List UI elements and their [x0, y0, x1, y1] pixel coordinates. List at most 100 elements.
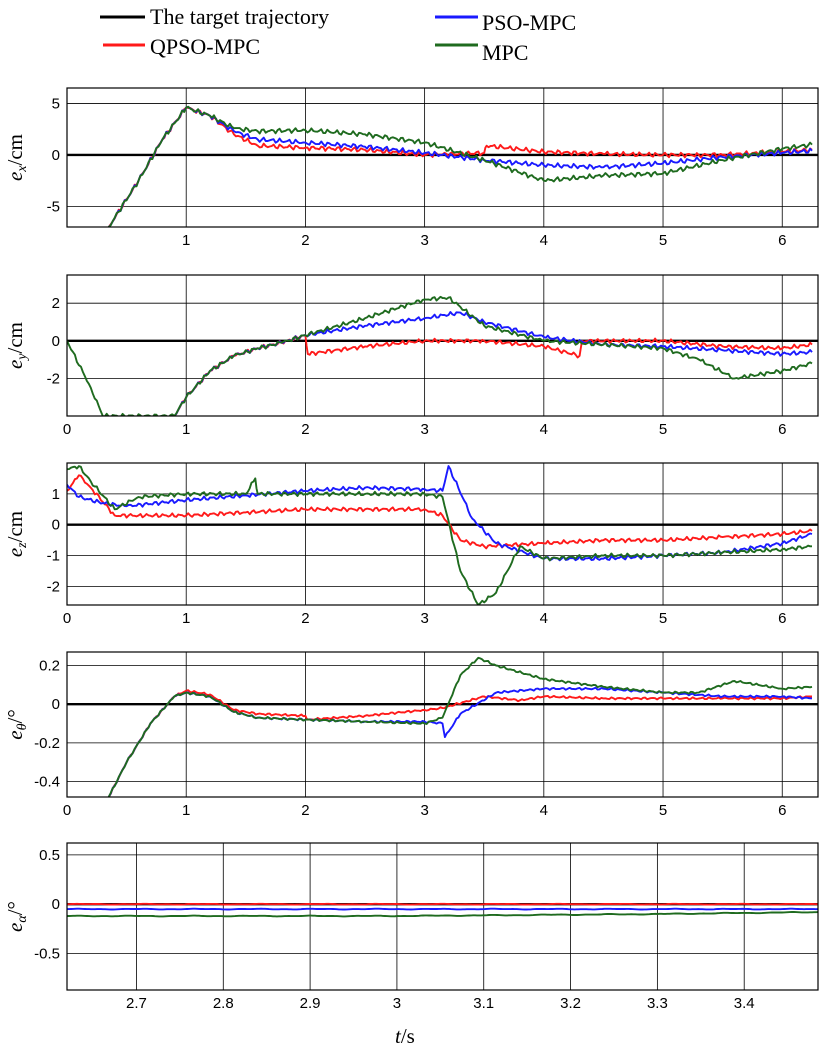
- y-axis-label-subscript: x: [15, 165, 30, 173]
- legend-label-mpc: MPC: [482, 40, 528, 65]
- legend-label-qpso: QPSO-MPC: [150, 34, 260, 59]
- x-tick-label: 1: [182, 610, 190, 627]
- y-tick-label: 0.2: [39, 658, 60, 675]
- legend-label-target: The target trajectory: [150, 4, 329, 29]
- series-line-qpso-mpc: [67, 474, 813, 550]
- x-tick-label: 0: [63, 802, 71, 819]
- y-tick-label: 1: [52, 486, 60, 503]
- x-tick-label: 4: [540, 232, 548, 249]
- y-axis-label-unit: /cm: [3, 511, 27, 543]
- y-axis-label: eα/°: [3, 901, 30, 932]
- series-line-mpc: [67, 911, 818, 918]
- y-tick-label: 0: [52, 896, 60, 913]
- panel-5: 2.7 2.8 2.9 3 3.1 3.2 3.3 3.4 -0.5 0 0.5 eα/°: [3, 842, 819, 1012]
- series-group: [67, 902, 818, 918]
- y-tick-label: -2: [47, 578, 60, 595]
- panel-3: 0 1 2 3 4 5 6 -2 -1 0 1 ez/cm: [3, 462, 819, 627]
- x-tick-label: 1: [182, 421, 190, 438]
- x-tick-label: 2: [301, 421, 309, 438]
- legend-entry-target: The target trajectory: [100, 4, 329, 29]
- y-tick-label: -0.5: [34, 945, 60, 962]
- x-tick-label: 3.3: [647, 995, 668, 1012]
- x-tick-label: 2.7: [126, 995, 147, 1012]
- series-line-qpso-mpc: [173, 334, 813, 416]
- legend-entry-mpc: MPC: [435, 40, 528, 65]
- x-tick-label: 1: [182, 802, 190, 819]
- y-axis-label: ey/cm: [3, 322, 30, 369]
- y-axis-label-symbol: e: [3, 730, 27, 739]
- series-group: [67, 295, 818, 416]
- y-axis-label-subscript: y: [15, 353, 30, 362]
- series-line-qpso-mpc: [107, 689, 813, 797]
- y-tick-label: -5: [47, 198, 60, 215]
- series-line-mpc: [107, 656, 813, 797]
- y-tick-label: -1: [47, 548, 60, 565]
- y-tick-label: -0.2: [34, 735, 60, 752]
- legend-entry-qpso: QPSO-MPC: [103, 34, 260, 59]
- y-tick-label: 0.5: [39, 847, 60, 864]
- y-axis-label: eθ/°: [3, 709, 30, 739]
- y-axis-label: ex/cm: [3, 134, 30, 181]
- x-tick-label: 4: [540, 802, 548, 819]
- panel-4: 0 1 2 3 4 5 6 -0.4 -0.2 0 0.2 eθ/°: [3, 651, 819, 819]
- x-tick-label: 6: [778, 610, 786, 627]
- y-axis-label-subscript: α: [15, 915, 30, 923]
- y-axis-label-subscript: z: [15, 542, 30, 549]
- x-tick-label: 2: [301, 232, 309, 249]
- axes-frame: [66, 651, 819, 798]
- axes-frame: [66, 462, 819, 606]
- x-tick-label: 0: [63, 421, 71, 438]
- x-tick-label: 1: [182, 232, 190, 249]
- y-tick-label: 0: [52, 147, 60, 164]
- y-axis-label-unit: /cm: [3, 134, 27, 166]
- y-tick-label: 5: [52, 95, 60, 112]
- axes-frame: [66, 87, 819, 228]
- y-axis-label-unit: /°: [3, 709, 27, 723]
- panel-2: 0 1 2 3 4 5 6 -2 0 2 ey/cm: [3, 274, 819, 438]
- x-tick-label: 6: [778, 232, 786, 249]
- series-line-pso-mpc: [108, 106, 813, 227]
- x-tick-label: 3: [420, 610, 428, 627]
- x-tick-label: 4: [540, 421, 548, 438]
- x-tick-label: 2: [301, 610, 309, 627]
- x-tick-label: 5: [659, 802, 667, 819]
- x-tick-label: 6: [778, 421, 786, 438]
- y-tick-label: -0.4: [34, 774, 60, 791]
- x-tick-label: 5: [659, 610, 667, 627]
- y-axis-label-symbol: e: [3, 548, 27, 557]
- x-axis-label-symbol: t: [395, 1024, 402, 1048]
- series-line-qpso-mpc: [67, 902, 818, 906]
- y-axis-label: ez/cm: [3, 511, 30, 557]
- y-tick-label: 0: [52, 333, 60, 350]
- y-axis-label-symbol: e: [3, 360, 27, 369]
- y-axis-label-unit: /°: [3, 901, 27, 915]
- series-line-mpc: [67, 465, 812, 605]
- x-tick-label: 3: [420, 232, 428, 249]
- x-tick-label: 3: [393, 995, 401, 1012]
- series-line-pso-mpc: [67, 907, 818, 911]
- x-tick-label: 5: [659, 232, 667, 249]
- x-tick-label: 2.8: [213, 995, 234, 1012]
- x-tick-label: 3.1: [473, 995, 494, 1012]
- y-axis-label-symbol: e: [3, 923, 27, 932]
- axes-frame: [66, 842, 819, 991]
- series-line-mpc: [108, 105, 813, 227]
- legend-label-pso: PSO-MPC: [482, 10, 576, 35]
- y-axis-label-symbol: e: [3, 172, 27, 181]
- series-line-mpc: [67, 295, 813, 416]
- x-tick-label: 3.2: [560, 995, 581, 1012]
- series-group: [67, 105, 818, 227]
- x-tick-label: 5: [659, 421, 667, 438]
- x-axis-label-unit: /s: [401, 1024, 415, 1048]
- x-tick-label: 4: [540, 610, 548, 627]
- x-tick-label: 2: [301, 802, 309, 819]
- y-tick-label: 0: [52, 696, 60, 713]
- x-axis-label: t/s: [395, 1024, 415, 1048]
- y-tick-label: -2: [47, 370, 60, 387]
- x-tick-label: 6: [778, 802, 786, 819]
- x-tick-label: 2.9: [300, 995, 321, 1012]
- x-tick-label: 3: [420, 802, 428, 819]
- x-tick-label: 0: [63, 610, 71, 627]
